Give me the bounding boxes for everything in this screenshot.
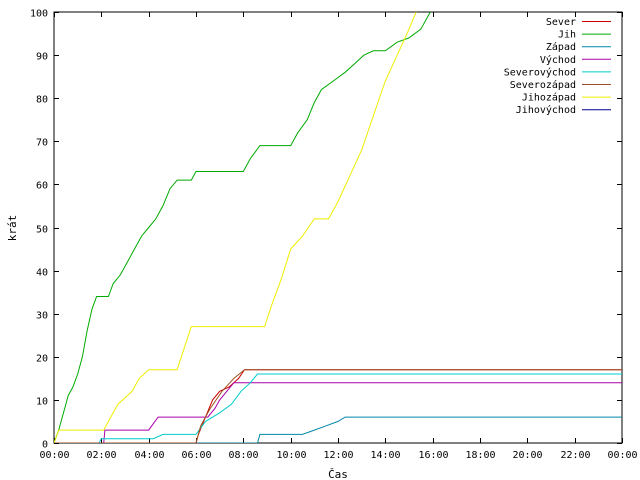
- legend-label: Jihovýchod: [516, 104, 576, 116]
- y-tick-label: 60: [36, 181, 48, 192]
- y-tick-label: 100: [30, 9, 48, 20]
- series-line-2: [54, 12, 431, 443]
- legend-label: Východ: [540, 54, 576, 66]
- legend-label: Sever: [546, 17, 576, 28]
- y-tick-label: 0: [42, 440, 48, 451]
- x-tick-label: 20:00: [512, 450, 542, 461]
- series-line-3: [54, 416, 622, 443]
- x-tick-label: 14:00: [370, 450, 400, 461]
- y-tick-label: 70: [36, 138, 48, 149]
- y-tick-label: 30: [36, 311, 48, 322]
- y-tick-label: 50: [36, 225, 48, 236]
- series-line-1: [54, 369, 622, 443]
- y-tick-label: 40: [36, 268, 48, 279]
- series-line-6: [54, 369, 622, 443]
- legend-label: Severozápad: [510, 79, 576, 91]
- y-tick-label: 20: [36, 354, 48, 365]
- x-tick-label: 06:00: [181, 450, 211, 461]
- y-tick-label: 80: [36, 95, 48, 106]
- y-tick-label: 90: [36, 52, 48, 63]
- legend-label: Západ: [546, 41, 576, 53]
- x-tick-label: 10:00: [276, 450, 306, 461]
- legend-label: Jihozápad: [522, 92, 576, 104]
- x-axis: 00:00 02:00 04:00 06:00 08:00 10:00 12:00 14:00…: [39, 12, 638, 461]
- series-line-7: [54, 12, 417, 443]
- x-tick-label: 18:00: [465, 450, 495, 461]
- y-axis-title: krát: [6, 215, 19, 242]
- x-tick-label: 08:00: [228, 450, 258, 461]
- y-axis: 0 10 20 30 40 50 60 70 80 90 100: [30, 9, 622, 451]
- y-tick-label: 10: [36, 397, 48, 408]
- legend-label: Severovýchod: [504, 66, 576, 78]
- x-tick-label: 04:00: [134, 450, 164, 461]
- x-tick-label: 00:00: [39, 450, 69, 461]
- legend: Sever JihZápadVýchodSeverovýchodSeverozáp…: [504, 17, 611, 116]
- x-tick-label: 00:00: [607, 450, 637, 461]
- x-tick-label: 22:00: [560, 450, 590, 461]
- x-tick-label: 02:00: [86, 450, 116, 461]
- series-layer: [54, 12, 622, 443]
- legend-label: Jih: [558, 30, 576, 41]
- x-tick-label: 16:00: [418, 450, 448, 461]
- series-line-4: [54, 382, 622, 443]
- series-line-5: [54, 373, 622, 443]
- x-tick-label: 12:00: [323, 450, 353, 461]
- x-axis-title: Čas: [328, 468, 348, 480]
